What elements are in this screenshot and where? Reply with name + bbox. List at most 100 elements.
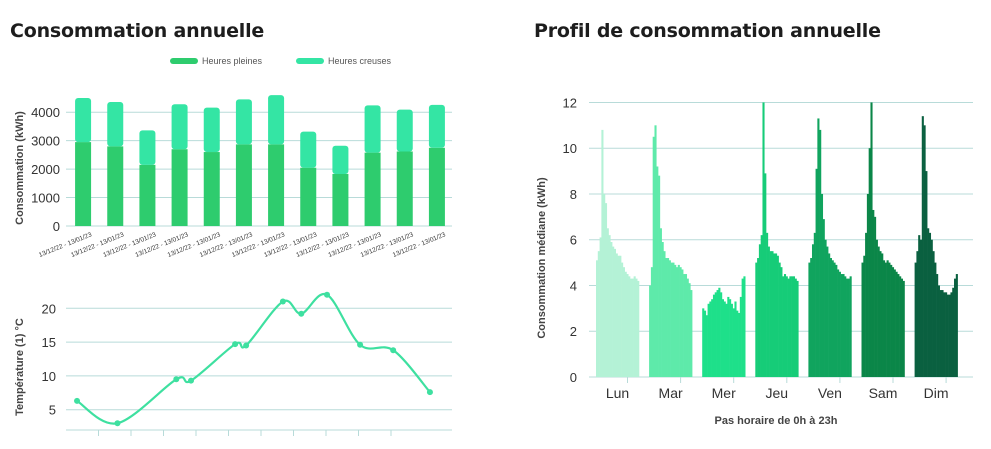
hourly-bar-mar [684,274,688,377]
hourly-bar-lun [596,260,599,377]
hourly-bar-sam [900,278,904,377]
y-tick-label: 2000 [31,162,60,177]
x-tick-label: Jeu [766,385,789,401]
hourly-bar-mar [683,274,686,377]
x-tick-label: Lun [606,385,629,401]
hourly-bar-mar [649,285,652,377]
y-tick-label: 0 [570,370,577,385]
hourly-bar-jeu [794,278,797,377]
hourly-bar-mar [658,175,661,377]
hourly-bar-dim [950,292,953,377]
hourly-bar-ven [819,129,822,377]
bar-heures-creuses [396,109,413,152]
hourly-bar-ven [820,193,824,377]
hourly-bar-mar [650,267,653,377]
hourly-bar-sam [886,260,889,377]
hourly-bar-mar [677,264,680,377]
hourly-bar-jeu [769,251,772,377]
hourly-bar-mar [668,260,671,377]
hourly-bar-ven [824,239,827,377]
hourly-bar-lun [610,242,613,377]
hourly-bar-sam [883,260,886,377]
bar-heures-creuses [364,105,381,153]
legend-label: Heures pleines [202,56,263,66]
hourly-bar-dim [934,262,937,377]
hourly-bar-dim [939,290,942,377]
hourly-bar-mar [688,283,691,377]
hourly-bar-mer [739,296,742,377]
hourly-bar-lun [613,248,617,377]
hourly-bar-ven [838,271,841,377]
bar-heures-pleines [107,146,124,226]
hourly-bar-dim [928,232,932,377]
hourly-bar-sam [891,267,895,377]
y-tick-label: 20 [42,301,56,316]
hourly-bar-sam [870,102,873,377]
hourly-bar-dim [936,274,939,377]
hourly-bar-mer [723,301,726,377]
hourly-bar-mer [707,303,710,377]
bar-heures-pleines [139,164,156,226]
hourly-bar-lun [608,235,611,377]
y-tick-label: 10 [42,369,56,384]
hourly-bar-mer [727,296,730,377]
hourly-bar-ven [815,168,818,377]
hourly-bar-sam [895,271,898,377]
hourly-bar-ven [833,262,836,377]
hourly-bar-ven [813,232,816,377]
hourly-bar-dim [932,251,935,377]
hourly-bar-dim [946,294,949,377]
hourly-bar-sam [902,280,905,377]
bar-heures-pleines [300,167,317,226]
hourly-bar-lun [619,255,622,377]
hourly-bar-mer [736,310,739,377]
bar-heures-pleines [171,149,188,226]
bar-heures-pleines [396,151,413,226]
bar-heures-pleines [268,144,285,226]
hourly-bar-sam [866,193,869,377]
hourly-bar-mar [670,262,673,377]
hourly-bar-lun [604,203,608,377]
y-tick-label: 12 [563,95,577,110]
y-axis-label: Consommation médiane (kWh) [536,177,548,339]
y-axis-label: Température (1) °C [14,318,26,416]
temperature-point [324,291,331,298]
hourly-bar-dim [921,116,924,377]
hourly-bar-jeu [782,276,785,377]
temperature-line [76,292,431,425]
bar-heures-creuses [300,131,317,168]
y-tick-label: 4 [570,278,577,293]
temperature-point [114,420,121,427]
x-tick-label: Ven [818,385,842,401]
hourly-bar-lun [633,276,636,377]
temperature-point [187,377,194,384]
hourly-bar-sam [875,239,878,377]
hourly-bar-lun [621,262,624,377]
hourly-bar-ven [817,118,820,378]
hourly-bar-ven [811,244,815,377]
hourly-bar-dim [919,239,923,377]
hourly-bar-jeu [757,258,760,377]
hourly-bar-jeu [762,102,765,377]
hourly-bar-jeu [792,276,796,377]
hourly-bar-mar [674,264,677,377]
bar-heures-creuses [139,130,156,165]
hourly-bar-sam [872,209,875,377]
hourly-bar-mer [730,303,733,377]
hourly-bar-sam [893,269,896,377]
hourly-bar-mer [703,310,707,377]
hourly-bar-mer [714,292,717,377]
hourly-bar-ven [822,219,825,377]
y-tick-label: 8 [570,187,577,202]
hourly-bar-dim [952,287,955,377]
hourly-bar-mer [718,287,721,377]
y-axis-label: Consommation (kWh) [14,111,26,225]
hourly-bar-ven [831,260,834,377]
hourly-bar-ven [844,276,847,377]
bar-heures-pleines [203,152,220,226]
hourly-bar-mer [743,276,746,377]
y-tick-label: 1000 [31,191,60,206]
left-title: Consommation annuelle [10,20,265,42]
hourly-bar-ven [849,276,852,377]
